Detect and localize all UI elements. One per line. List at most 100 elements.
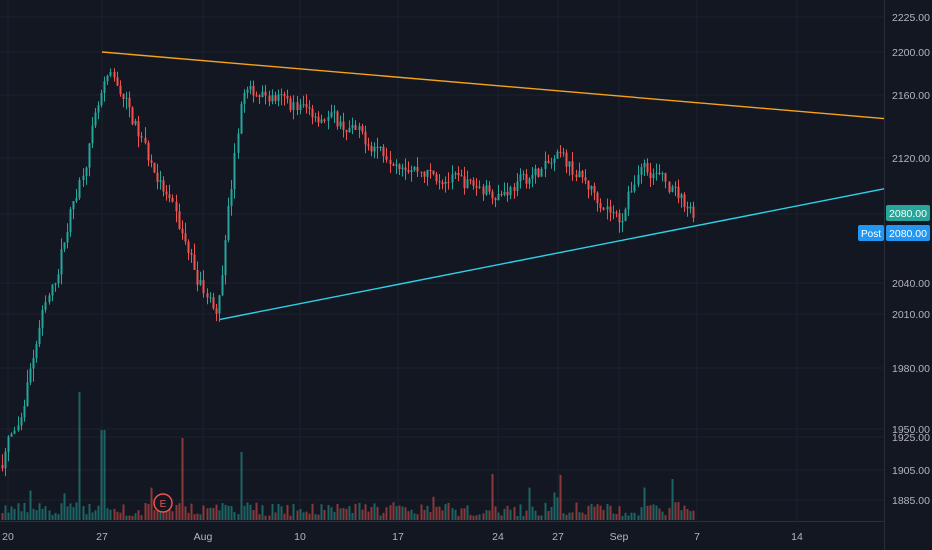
candle-body (389, 159, 392, 164)
candle-body (615, 212, 618, 214)
volume-bar (637, 515, 640, 520)
candle-body (643, 162, 646, 168)
time-tick-label: 24 (492, 531, 504, 543)
volume-bar (503, 508, 506, 520)
volume-bar (389, 505, 392, 520)
volume-bar (516, 516, 519, 520)
candle-body (274, 95, 277, 101)
candle-body (317, 116, 320, 123)
candle-body (435, 174, 438, 182)
candle-body (302, 104, 305, 106)
candle-body (13, 430, 16, 434)
candle-body (404, 167, 407, 171)
price-tick-label: 2040.00 (892, 278, 930, 290)
candle-body (57, 274, 60, 284)
candle-body (407, 170, 410, 173)
volume-bar (550, 507, 553, 520)
candle-body (264, 91, 267, 96)
candle-body (140, 136, 143, 138)
volume-bar (305, 511, 308, 520)
candle-body (292, 102, 295, 110)
volume-bar (469, 514, 472, 520)
candle-body (137, 121, 140, 137)
candle-body (534, 168, 537, 175)
volume-bar (478, 514, 481, 520)
candle-body (640, 167, 643, 175)
candlesticks[interactable] (1, 68, 695, 477)
candle-body (134, 121, 137, 125)
volume-bar (97, 505, 100, 520)
candle-body (562, 152, 565, 154)
candle-body (116, 77, 119, 86)
volume-bar (78, 392, 81, 520)
volume-bar (602, 510, 605, 520)
post-price-badge-bg (886, 225, 930, 241)
post-price-value: 2080.00 (889, 228, 927, 240)
volume-bar (624, 512, 627, 520)
volume-bar (323, 509, 326, 520)
time-axis[interactable]: 20 27 Aug 10 17 24 27 Sep 7 14 (2, 531, 803, 543)
candle-body (506, 191, 509, 196)
candle-body (358, 126, 361, 130)
volume-bar (255, 502, 258, 520)
volume-bar (274, 512, 277, 520)
lower-trendline[interactable] (219, 188, 885, 321)
volume-bar (29, 490, 32, 520)
post-price-badge: Post 2080.00 (858, 225, 930, 241)
post-label: Post (861, 229, 881, 240)
volume-bar (13, 508, 16, 520)
event-marker-label: E (160, 499, 167, 510)
candle-body (280, 94, 283, 96)
volume-bar (227, 505, 230, 520)
volume-bar (196, 513, 199, 520)
upper-trendline[interactable] (101, 51, 885, 120)
candle-body (165, 191, 168, 195)
volume-bar (280, 506, 283, 520)
volume-bar (218, 510, 221, 520)
candle-body (249, 86, 252, 90)
volume-bar (119, 512, 122, 520)
volume-bar (296, 510, 299, 520)
candle-body (230, 189, 233, 206)
candle-body (671, 186, 674, 192)
candle-body (550, 162, 553, 164)
candle-body (72, 201, 75, 210)
candle-body (184, 233, 187, 242)
volume-bar (32, 508, 35, 520)
time-tick-label: 17 (392, 531, 404, 543)
volume-bar (370, 507, 373, 520)
candle-body (652, 173, 655, 179)
candle-body (395, 164, 398, 166)
volume-bar (237, 514, 240, 520)
volume-bar (451, 508, 454, 520)
volume-bar (435, 506, 438, 520)
candle-body (212, 297, 215, 309)
candle-body (531, 175, 534, 179)
volume-bar (615, 514, 618, 520)
event-marker[interactable]: E (153, 493, 173, 513)
candle-body (113, 72, 116, 78)
volume-bar (199, 514, 202, 520)
candle-body (91, 125, 94, 144)
candle-body (482, 186, 485, 195)
candle-body (82, 175, 85, 180)
candle-body (426, 170, 429, 177)
volume-bar (385, 507, 388, 520)
candle-body (233, 152, 236, 190)
volume-bar (655, 505, 658, 520)
volume-bar (69, 503, 72, 520)
volume-bar (184, 506, 187, 520)
volume-bar (128, 515, 131, 520)
candle-body (122, 94, 125, 99)
candle-body (382, 146, 385, 157)
volume-bar (420, 504, 423, 520)
candle-body (277, 94, 280, 101)
volume-bar (249, 504, 252, 520)
volume-bar (544, 502, 547, 520)
volume-bar (162, 509, 165, 520)
volume-bar (680, 510, 683, 520)
candle-body (420, 171, 423, 173)
volume-bar (556, 497, 559, 520)
